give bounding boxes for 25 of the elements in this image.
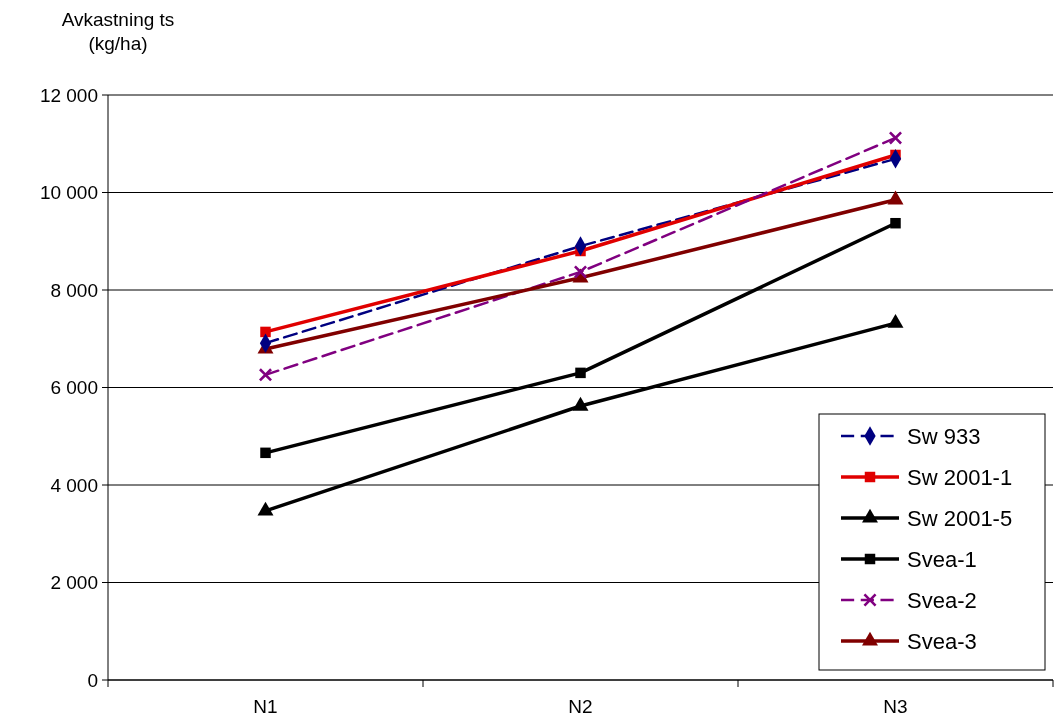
y-tick-label: 8 000	[50, 279, 98, 301]
point	[260, 326, 271, 338]
y-tick-label: 10 000	[39, 182, 98, 204]
point	[889, 131, 902, 145]
y-tick-label: 2 000	[50, 572, 98, 594]
legend-label: Sw 2001-1	[907, 464, 1013, 490]
point	[890, 217, 901, 229]
x-tick-label: N1	[253, 696, 278, 717]
point	[260, 447, 271, 459]
x-tick-label: N3	[883, 696, 908, 717]
x-tick-label: N2	[568, 696, 593, 717]
legend-label: Sw 933	[907, 423, 981, 449]
legend-label: Svea-2	[907, 587, 977, 613]
legend-label: Sw 2001-5	[907, 505, 1013, 531]
point	[575, 367, 586, 379]
y-axis-title: Avkastning ts (kg/ha)	[61, 9, 175, 54]
point	[574, 265, 587, 279]
y-tick-label: 12 000	[39, 84, 98, 106]
point	[259, 368, 272, 382]
y-tick-label: 0	[87, 669, 98, 691]
legend-label: Svea-3	[907, 628, 977, 654]
y-tick-label: 6 000	[50, 377, 98, 399]
point	[257, 501, 274, 516]
y-tick-label: 4 000	[50, 474, 98, 496]
legend-label: Svea-1	[907, 546, 977, 572]
